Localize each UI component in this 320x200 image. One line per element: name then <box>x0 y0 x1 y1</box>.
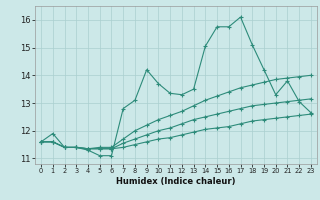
X-axis label: Humidex (Indice chaleur): Humidex (Indice chaleur) <box>116 177 236 186</box>
